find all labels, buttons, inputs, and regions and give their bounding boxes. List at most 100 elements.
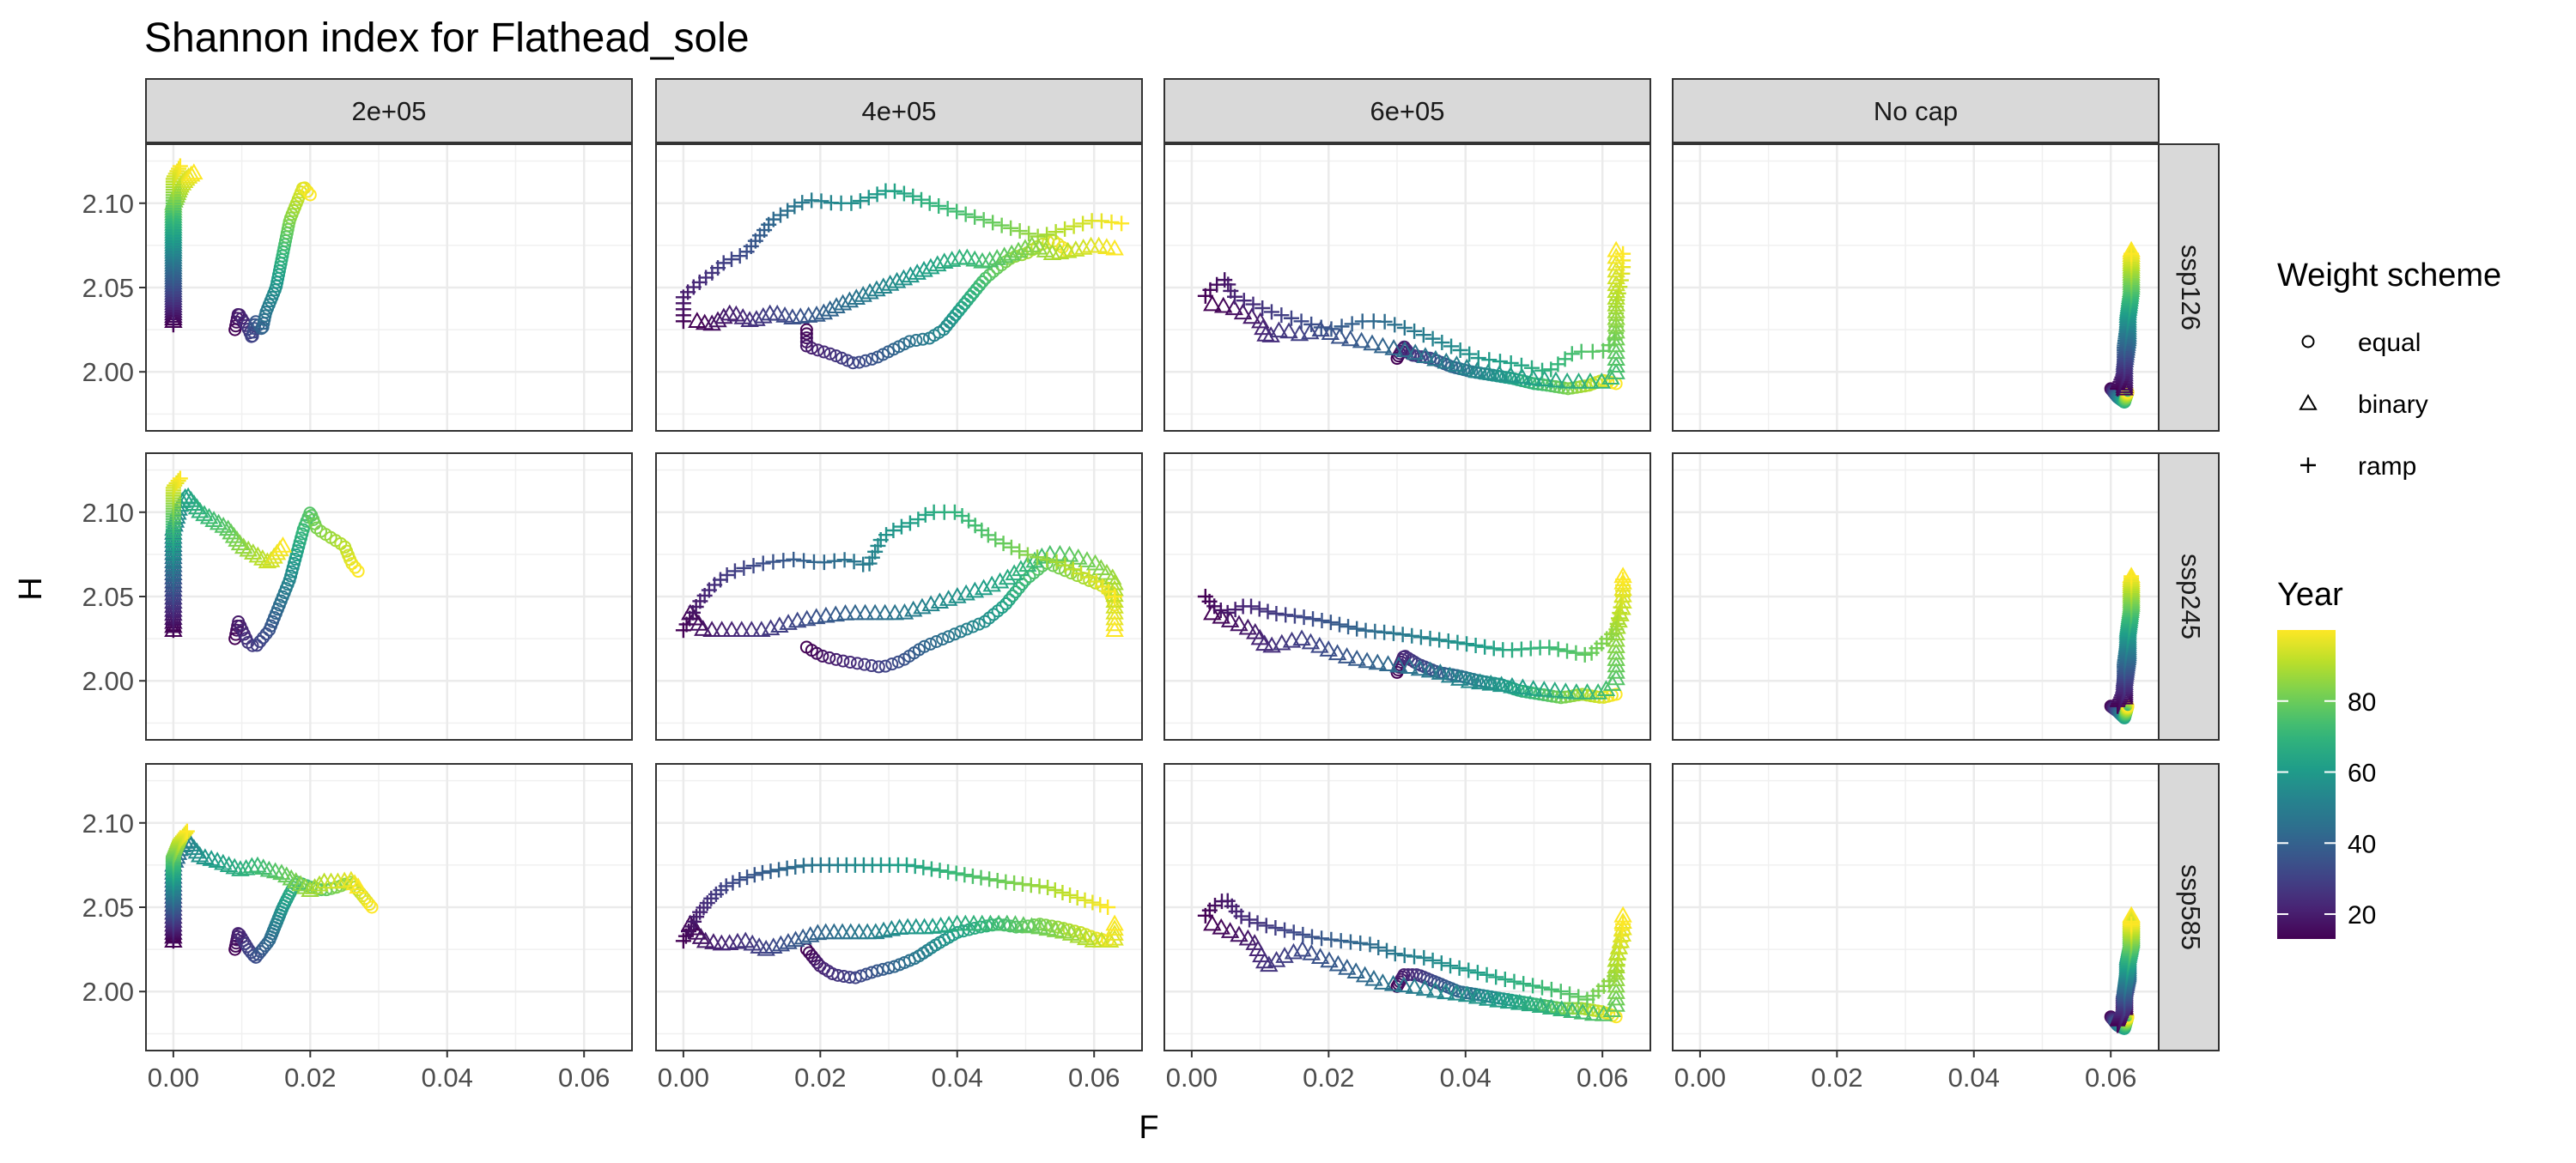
data-point-ramp [1006,875,1023,891]
data-point-ramp [1396,948,1413,964]
data-point-binary [814,303,834,320]
facet-strip-box [2158,763,2220,1051]
data-point-ramp [1286,608,1303,624]
data-point-equal [303,188,317,202]
data-point-equal [948,627,962,641]
data-point-equal [1051,920,1065,934]
data-point-binary [1364,969,1383,986]
data-point-ramp [836,552,853,568]
panel-points-r1-c1 [675,504,1124,674]
data-point-binary [732,621,751,638]
data-point-equal [246,948,260,962]
data-point-ramp [1030,549,1046,566]
data-point-binary [840,291,860,308]
data-point-equal [1533,688,1546,701]
data-point-ramp [1057,557,1073,573]
data-point-equal [1009,585,1023,599]
data-point-ramp [1467,637,1484,653]
data-point-binary [1594,1004,1613,1021]
data-point-ramp [736,560,752,576]
data-point-binary [1014,916,1033,933]
data-point-binary [1254,318,1273,336]
data-point-binary [1328,954,1348,972]
data-point-binary [990,572,1010,589]
data-point-binary [1373,973,1393,990]
data-point-binary [258,552,277,569]
data-point-binary [712,621,732,638]
data-point-equal [979,271,993,285]
data-point-binary [786,930,805,948]
data-point-equal [850,657,864,670]
data-point-binary [1534,681,1553,697]
data-point-equal [966,620,980,633]
data-point-binary [1256,325,1275,342]
data-point-binary [1510,993,1529,1010]
data-point-ramp [1485,640,1502,657]
x-tick-label: 0.06 [1577,1063,1628,1093]
data-point-equal [348,560,361,574]
data-point-ramp [1452,342,1468,359]
panel-r0-c3 [1673,144,2159,431]
data-point-ramp [723,251,739,268]
data-point-ramp [1613,272,1629,288]
data-point-ramp [1607,331,1623,348]
data-point-binary [277,866,296,883]
data-point-binary [1395,341,1414,358]
data-point-ramp [995,536,1012,552]
data-point-binary [1524,679,1543,696]
data-point-ramp [885,522,902,538]
data-point-ramp [178,825,194,841]
data-point-binary [342,870,361,887]
data-point-binary [1567,682,1586,700]
data-point-binary [181,165,201,182]
data-point-ramp [1413,629,1429,645]
data-point-binary [1203,603,1222,621]
data-point-equal [1609,688,1623,701]
data-point-ramp [1296,609,1312,626]
data-point-equal [942,630,956,644]
data-point-binary [855,603,875,621]
data-point-ramp [1394,627,1411,643]
data-point-ramp [1406,948,1423,965]
panel-points-r1-c3 [2104,566,2141,724]
data-point-equal [1498,371,1512,385]
data-point-binary [1355,966,1375,983]
data-point-ramp [746,867,762,883]
data-point-binary [1481,674,1500,691]
data-point-binary [1078,551,1097,567]
data-point-binary [846,603,865,621]
data-point-binary [204,511,223,527]
data-point-binary [1105,914,1124,931]
data-point-equal [917,639,931,653]
y-tick-label: 2.05 [82,893,134,923]
data-point-ramp [813,193,829,209]
data-point-ramp [907,858,923,875]
data-point-ramp [1559,643,1576,659]
data-point-ramp [931,197,947,214]
x-tick-label: 0.06 [2085,1063,2136,1093]
colorbar-tick-label: 20 [2348,901,2376,930]
panel-points-r1-c2 [1197,566,1632,705]
data-point-ramp [967,209,983,225]
data-point-equal [980,919,993,933]
data-point-binary [742,621,762,638]
data-point-binary [1224,299,1243,316]
data-point-binary [1069,548,1088,565]
data-point-equal [836,654,850,668]
data-point-binary [199,507,219,524]
data-point-ramp [1534,979,1550,996]
data-point-binary [345,874,364,891]
data-point-binary [1447,355,1467,372]
legend-label-ramp: ramp [2358,452,2416,481]
data-point-binary [282,869,301,886]
data-point-ramp [1323,321,1340,337]
data-point-binary [1016,239,1035,256]
data-point-ramp [787,859,804,875]
data-point-binary [756,939,775,956]
data-point-binary [1581,373,1600,389]
data-point-ramp [1023,877,1039,893]
data-point-ramp [1550,641,1566,657]
data-point-binary [239,540,258,557]
data-point-binary [722,621,741,638]
data-point-binary [1383,974,1403,991]
